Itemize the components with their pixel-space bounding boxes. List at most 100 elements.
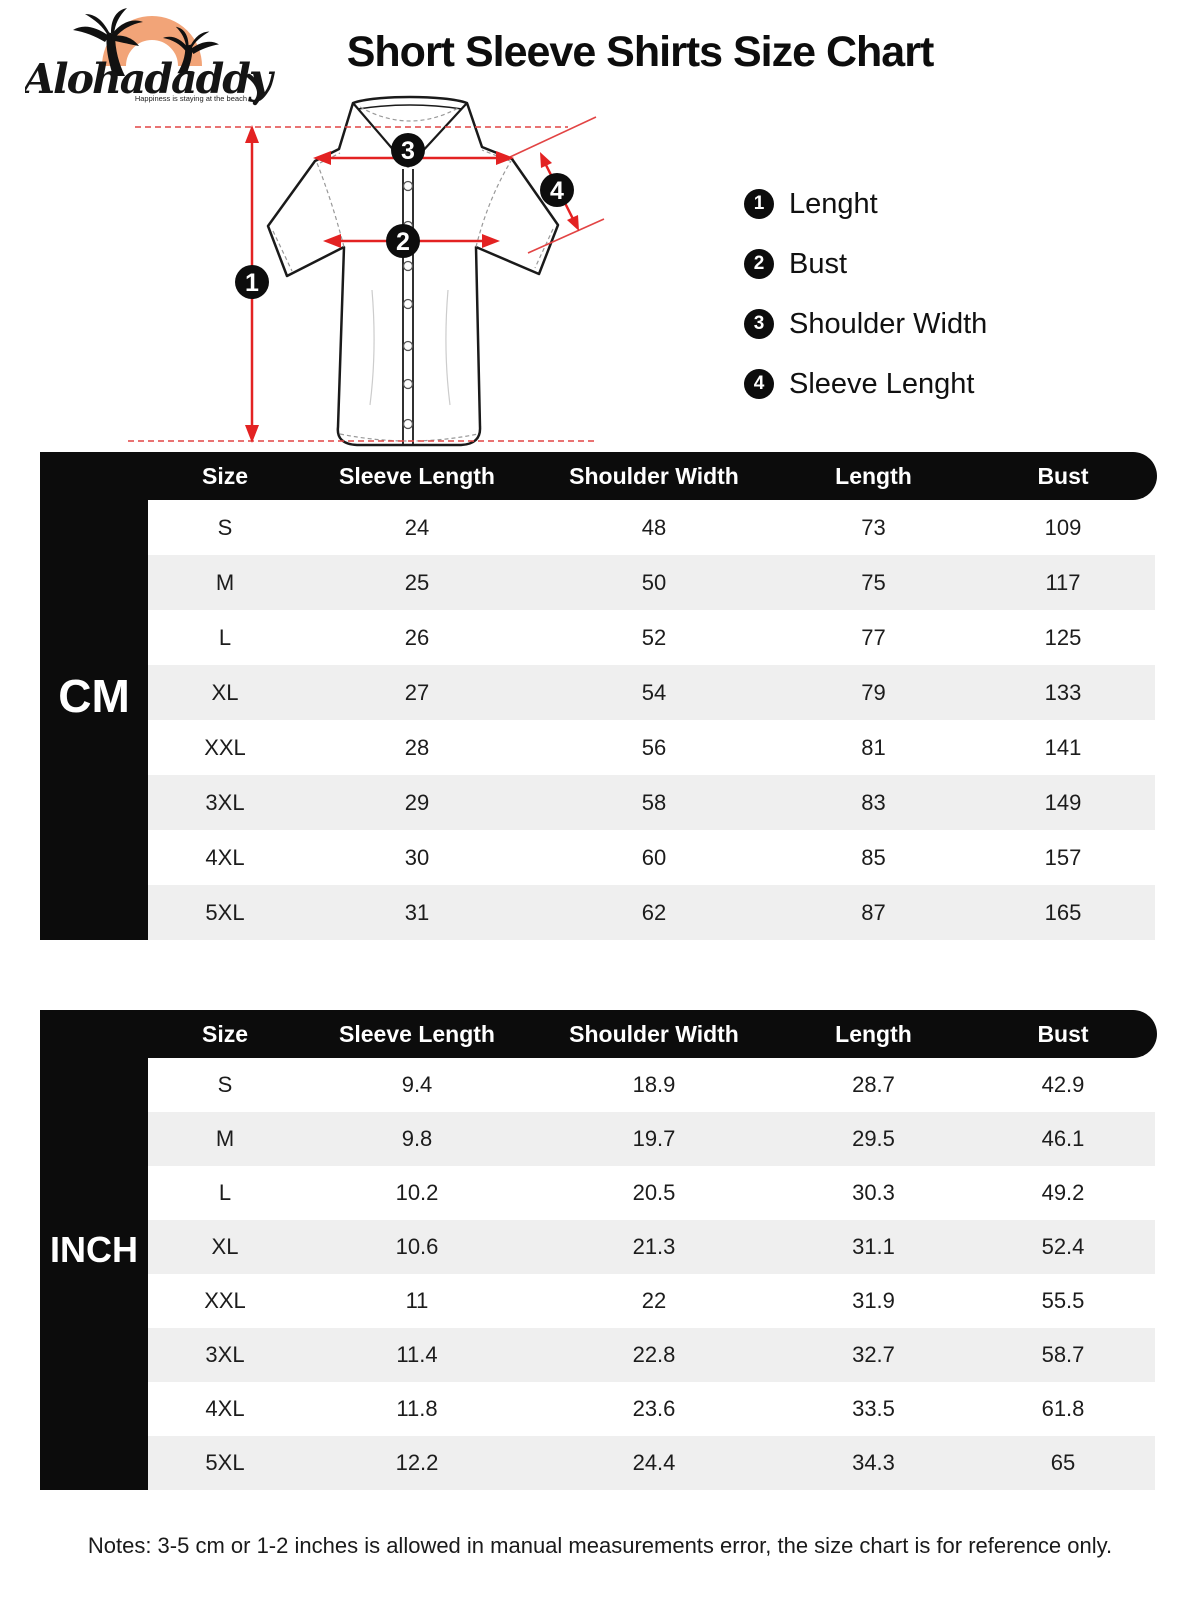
size-cell: XXL	[204, 734, 246, 760]
marker-4: 4	[540, 173, 574, 207]
table-row: L 26 52 77 125	[148, 610, 1155, 665]
circled-number-icon: 4	[744, 369, 774, 399]
inch-size-table: INCH Size Sleeve Length Shoulder Width L…	[40, 1010, 1157, 1490]
value-cell: 157	[1044, 844, 1082, 870]
value-cell: 75	[861, 569, 886, 595]
page-title: Short Sleeve Shirts Size Chart	[346, 28, 935, 76]
table-row: S 9.4 18.9 28.7 42.9	[148, 1058, 1155, 1112]
value-cell: 49.2	[1041, 1180, 1085, 1205]
value-cell: 61.8	[1041, 1396, 1085, 1421]
marker-3: 3	[391, 133, 425, 167]
value-cell: 62	[641, 899, 667, 925]
legend-item-sleeve-length: 4 Sleeve Lenght	[744, 368, 987, 400]
marker-2: 2	[386, 224, 420, 258]
palm-tree-icon	[73, 8, 143, 76]
value-cell: 117	[1045, 569, 1081, 595]
value-cell: 56	[641, 734, 667, 760]
legend-item-length: 1 Lenght	[744, 188, 987, 220]
value-cell: 60	[641, 844, 667, 870]
cm-size-table: CM Size Sleeve Length Shoulder Width Len…	[40, 452, 1157, 940]
measurement-legend: 1 Lenght 2 Bust 3 Shoulder Width 4 Sleev…	[744, 188, 987, 428]
table-row: M 25 50 75 117	[148, 555, 1155, 610]
table-row: XXL 28 56 81 141	[148, 720, 1155, 775]
circled-number-icon: 3	[744, 309, 774, 339]
table-body: S 9.4 18.9 28.7 42.9 M 9.8 19.7 29.5 46.1 L 10.2 20.…	[148, 1058, 1155, 1490]
value-cell: 34.3	[852, 1450, 895, 1475]
size-cell: XL	[211, 679, 239, 705]
value-cell: 12.2	[395, 1450, 439, 1475]
svg-text:2: 2	[396, 228, 410, 256]
brand-tagline: Happiness is staying at the beach	[135, 94, 247, 103]
measurement-note: Notes: 3-5 cm or 1-2 inches is allowed i…	[87, 1533, 1113, 1558]
value-cell: 83	[861, 789, 886, 815]
size-cell: XL	[211, 1234, 239, 1259]
size-cell: M	[215, 569, 235, 595]
sleeve-guide-lines	[509, 116, 605, 254]
value-cell: 42.9	[1041, 1072, 1085, 1097]
legend-label: Sleeve Lenght	[789, 367, 975, 400]
column-header-length: Length	[835, 1020, 912, 1047]
value-cell: 65	[1050, 1450, 1076, 1475]
value-cell: 48	[641, 514, 667, 540]
unit-strip: INCH	[40, 1010, 148, 1490]
size-cell: 3XL	[205, 789, 245, 815]
value-cell: 52.4	[1041, 1234, 1085, 1259]
svg-text:1: 1	[245, 269, 259, 297]
value-cell: 26	[404, 624, 430, 650]
value-cell: 20.5	[632, 1180, 676, 1205]
table-row: 5XL 31 62 87 165	[148, 885, 1155, 940]
palm-tree-icon	[163, 26, 219, 74]
value-cell: 28.7	[852, 1072, 895, 1097]
value-cell: 19.7	[632, 1126, 676, 1151]
marker-1: 1	[235, 265, 269, 299]
value-cell: 165	[1044, 899, 1082, 925]
value-cell: 73	[861, 514, 886, 540]
size-cell: S	[217, 1072, 233, 1097]
value-cell: 54	[641, 679, 667, 705]
column-header-shoulder-width: Shoulder Width	[569, 1020, 739, 1047]
column-header-sleeve-length: Sleeve Length	[339, 1020, 495, 1047]
legend-label: Bust	[789, 247, 848, 280]
value-cell: 30	[404, 844, 430, 870]
value-cell: 28	[404, 734, 430, 760]
legend-item-shoulder-width: 3 Shoulder Width	[744, 308, 987, 340]
legend-label: Shoulder Width	[789, 307, 988, 340]
value-cell: 24.4	[632, 1450, 676, 1475]
column-header-bust: Bust	[1037, 462, 1089, 489]
button-placket	[402, 169, 414, 445]
value-cell: 31	[404, 899, 430, 925]
value-cell: 22	[641, 1288, 667, 1313]
value-cell: 79	[861, 679, 886, 705]
table-row: 3XL 29 58 83 149	[148, 775, 1155, 830]
brand-swash	[246, 73, 262, 106]
value-cell: 29	[404, 789, 430, 815]
circled-number-icon: 1	[744, 189, 774, 219]
size-cell: 5XL	[205, 899, 245, 925]
size-cell: XXL	[204, 1288, 246, 1313]
brand-logo: Alohadaddy Happiness is staying at the b…	[25, 8, 275, 106]
legend-item-bust: 2 Bust	[744, 248, 987, 280]
value-cell: 32.7	[852, 1342, 895, 1367]
column-header-shoulder-width: Shoulder Width	[569, 462, 739, 489]
seam-dashes	[272, 149, 554, 442]
column-header-size: Size	[201, 462, 249, 489]
size-cell: 4XL	[205, 1396, 245, 1421]
value-cell: 27	[404, 679, 430, 705]
svg-text:4: 4	[550, 177, 564, 205]
collar-seam-dashed	[359, 106, 461, 122]
measure-guide-dashed	[128, 126, 595, 442]
table-body: S 24 48 73 109 M 25 50 75 117 L 26 52 77 125 XL 27 54 79 13…	[148, 500, 1155, 940]
value-cell: 58.7	[1041, 1342, 1085, 1367]
unit-label-cm: CM	[58, 670, 130, 722]
size-cell: 4XL	[205, 844, 245, 870]
table-row: XXL 11 22 31.9 55.5	[148, 1274, 1155, 1328]
value-cell: 10.2	[395, 1180, 439, 1205]
table-row: M 9.8 19.7 29.5 46.1	[148, 1112, 1155, 1166]
value-cell: 24	[404, 514, 430, 540]
value-cell: 10.6	[395, 1234, 439, 1259]
value-cell: 23.6	[632, 1396, 676, 1421]
table-row: XL 10.6 21.3 31.1 52.4	[148, 1220, 1155, 1274]
unit-label-inch: INCH	[50, 1229, 138, 1270]
circled-number-icon: 2	[744, 249, 774, 279]
